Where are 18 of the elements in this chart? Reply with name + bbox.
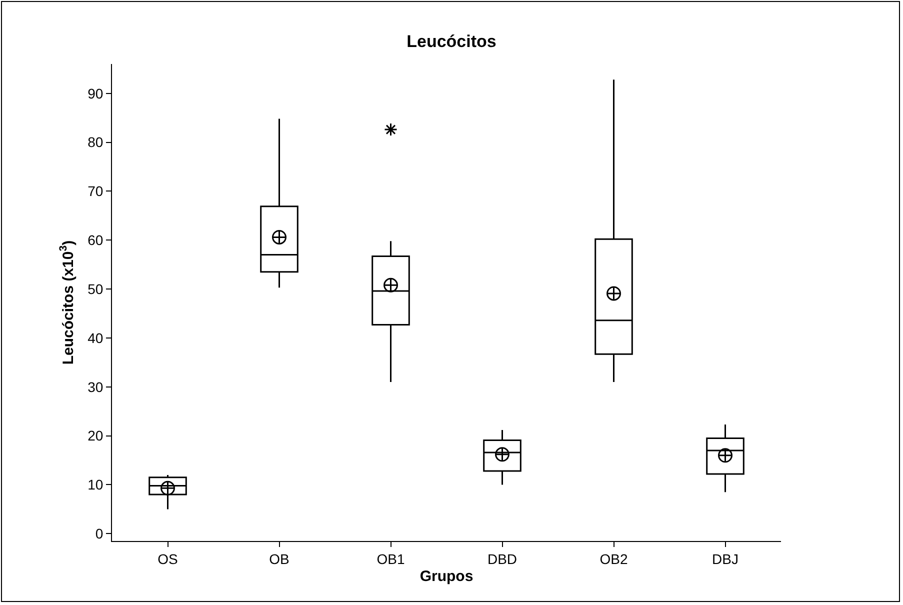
x-axis-title: Grupos (420, 568, 474, 585)
y-tick-label: 30 (88, 378, 104, 395)
y-tick-label: 80 (88, 134, 104, 150)
y-tick-label: 50 (88, 280, 104, 297)
y-tick-label: 0 (95, 526, 104, 542)
chart-title: Leucócitos (406, 32, 496, 51)
y-tick-label: 70 (88, 183, 104, 200)
x-tick-label: DBD (487, 550, 518, 567)
x-tick-label: OB1 (376, 550, 405, 567)
x-tick-label: OS (158, 550, 178, 567)
x-tick-label: DBJ (712, 550, 738, 567)
y-tick-label: 40 (88, 330, 104, 346)
x-tick-label: OB (269, 550, 290, 567)
y-tick-label: 60 (88, 232, 104, 248)
y-tick-label: 20 (88, 428, 104, 444)
y-tick-label: 90 (88, 85, 104, 102)
y-tick-label: 10 (88, 476, 104, 493)
x-tick-label: OB2 (600, 550, 628, 567)
